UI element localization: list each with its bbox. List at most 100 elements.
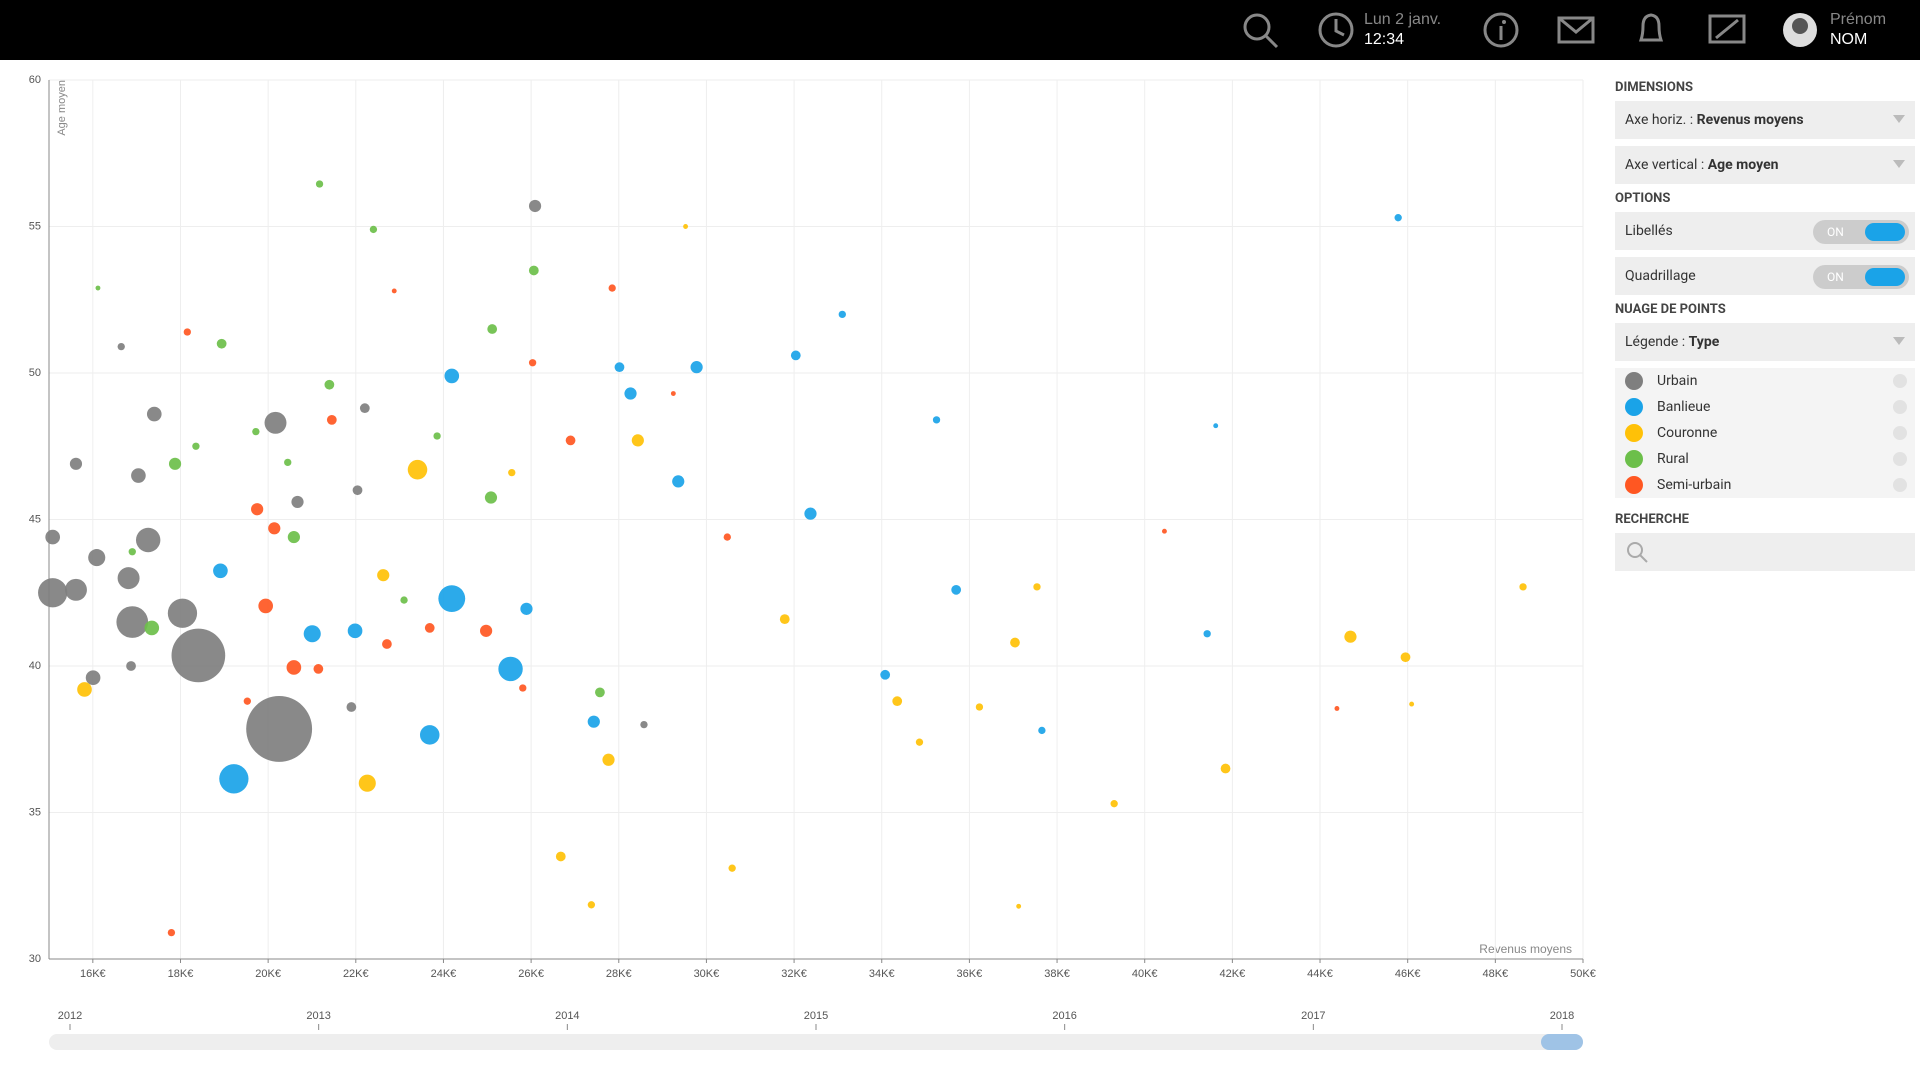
clock-icon[interactable] xyxy=(1318,12,1354,48)
data-point xyxy=(213,563,228,579)
section-title: RECHERCHE xyxy=(1615,512,1689,527)
x-tick-label: 48K€ xyxy=(1482,968,1508,980)
bell-icon[interactable] xyxy=(1638,13,1664,42)
data-point xyxy=(1344,630,1357,643)
legend-label: Couronne xyxy=(1657,425,1718,441)
timeline-label: 2013 xyxy=(306,1010,330,1022)
x-axis-select[interactable]: Axe horiz. : Revenus moyens xyxy=(1615,101,1915,139)
data-point xyxy=(64,578,87,601)
data-point xyxy=(192,442,200,450)
filter-icon[interactable] xyxy=(1893,374,1907,388)
data-point xyxy=(144,620,160,636)
data-point xyxy=(95,285,101,291)
search-box[interactable] xyxy=(1615,533,1915,571)
data-point xyxy=(587,715,600,728)
data-point xyxy=(252,427,260,436)
legend-label: Urbain xyxy=(1657,373,1698,389)
slider-handle[interactable] xyxy=(1541,1034,1583,1050)
legend-item[interactable]: Banlieue xyxy=(1615,394,1915,420)
legend-item[interactable]: Semi-urbain xyxy=(1615,472,1915,498)
data-point xyxy=(38,578,68,608)
data-point xyxy=(838,310,846,319)
x-tick-label: 24K€ xyxy=(431,968,457,980)
legend-item[interactable]: Couronne xyxy=(1615,420,1915,446)
toggle-state: ON xyxy=(1827,225,1844,239)
data-point xyxy=(602,753,615,766)
value: Age moyen xyxy=(1707,157,1779,173)
timeline-label: 2018 xyxy=(1550,1010,1574,1022)
legend-swatch xyxy=(1625,372,1643,390)
data-point xyxy=(528,199,542,213)
filter-icon[interactable] xyxy=(1893,426,1907,440)
filter-icon[interactable] xyxy=(1893,478,1907,492)
mail-icon[interactable] xyxy=(1557,16,1595,44)
x-tick-label: 28K€ xyxy=(606,968,632,980)
y-axis-select[interactable]: Axe vertical : Age moyen xyxy=(1615,146,1915,184)
timeline-label: 2012 xyxy=(58,1010,82,1022)
data-point xyxy=(1220,763,1231,774)
toggle[interactable]: ON xyxy=(1813,220,1909,244)
legend-swatch xyxy=(1625,424,1643,442)
x-tick-label: 44K€ xyxy=(1307,968,1333,980)
data-point xyxy=(779,614,790,624)
search-icon xyxy=(1627,542,1648,563)
data-point xyxy=(315,180,324,188)
data-point xyxy=(117,342,125,351)
data-point xyxy=(915,738,924,746)
data-point xyxy=(246,696,313,762)
data-point xyxy=(508,468,516,477)
data-point xyxy=(683,224,689,229)
data-point xyxy=(1213,423,1219,429)
data-point xyxy=(183,328,191,336)
x-tick-label: 36K€ xyxy=(957,968,983,980)
legend-swatch xyxy=(1625,476,1643,494)
data-point xyxy=(287,530,300,544)
data-point xyxy=(1110,800,1118,808)
x-tick-label: 30K€ xyxy=(694,968,720,980)
timeline-label: 2016 xyxy=(1052,1010,1076,1022)
data-point xyxy=(528,359,537,367)
filter-icon[interactable] xyxy=(1893,452,1907,466)
data-point xyxy=(1161,528,1167,534)
y-tick-label: 30 xyxy=(29,953,41,965)
time-slider[interactable] xyxy=(49,1034,1583,1050)
data-point xyxy=(326,415,337,425)
data-point xyxy=(1010,637,1020,648)
legend-select[interactable]: Légende : Type xyxy=(1615,323,1915,361)
y-axis-label: Age moyen xyxy=(56,80,68,136)
legend-item[interactable]: Urbain xyxy=(1615,368,1915,394)
data-point xyxy=(690,361,703,374)
screen-icon[interactable] xyxy=(1708,14,1746,44)
data-point xyxy=(1038,726,1046,735)
data-point xyxy=(352,485,363,496)
toggle[interactable]: ON xyxy=(1813,265,1909,289)
info-icon[interactable] xyxy=(1483,12,1519,48)
data-point xyxy=(520,602,533,615)
section-title: OPTIONS xyxy=(1615,191,1671,206)
label: Quadrillage xyxy=(1625,268,1696,284)
data-point xyxy=(291,495,304,509)
filter-icon[interactable] xyxy=(1893,400,1907,414)
data-point xyxy=(216,338,227,349)
top-icons: Lun 2 janv. 12:34 Prénom NOM xyxy=(1243,11,1886,48)
data-point xyxy=(587,901,596,909)
data-point xyxy=(672,475,685,488)
x-tick-label: 46K€ xyxy=(1395,968,1421,980)
data-point xyxy=(480,624,493,637)
data-point xyxy=(377,569,390,582)
legend-swatch xyxy=(1625,450,1643,468)
x-tick-label: 20K€ xyxy=(255,968,281,980)
data-point xyxy=(391,288,397,294)
legend-swatch xyxy=(1625,398,1643,416)
data-point xyxy=(359,403,370,414)
data-point xyxy=(433,432,441,440)
section-title: NUAGE DE POINTS xyxy=(1615,302,1726,317)
search-icon[interactable] xyxy=(1243,13,1271,41)
data-point xyxy=(407,459,428,480)
data-point xyxy=(264,411,287,434)
legend-item[interactable]: Rural xyxy=(1615,446,1915,472)
x-tick-label: 22K€ xyxy=(343,968,369,980)
timeline-label: 2015 xyxy=(804,1010,828,1022)
data-point xyxy=(487,324,498,334)
